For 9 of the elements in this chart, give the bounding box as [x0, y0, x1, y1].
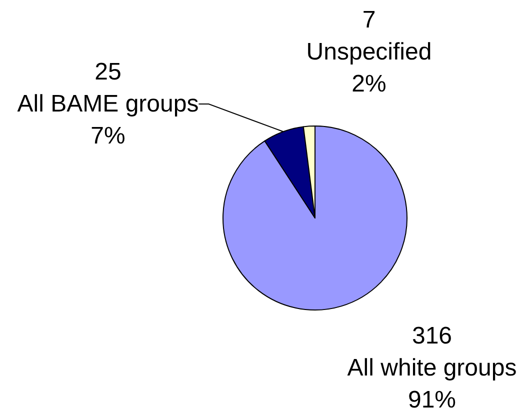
slice-label: All BAME groups [17, 90, 199, 118]
text: 2% [352, 70, 386, 98]
data-label: 316 [412, 322, 452, 350]
text: 91% [408, 386, 456, 412]
data-label: 25 [94, 58, 122, 86]
text: 7% [90, 122, 126, 150]
slice-label: All white groups [347, 354, 517, 382]
data-label: 7 [362, 6, 376, 34]
slice-label: Unspecified [306, 38, 432, 66]
